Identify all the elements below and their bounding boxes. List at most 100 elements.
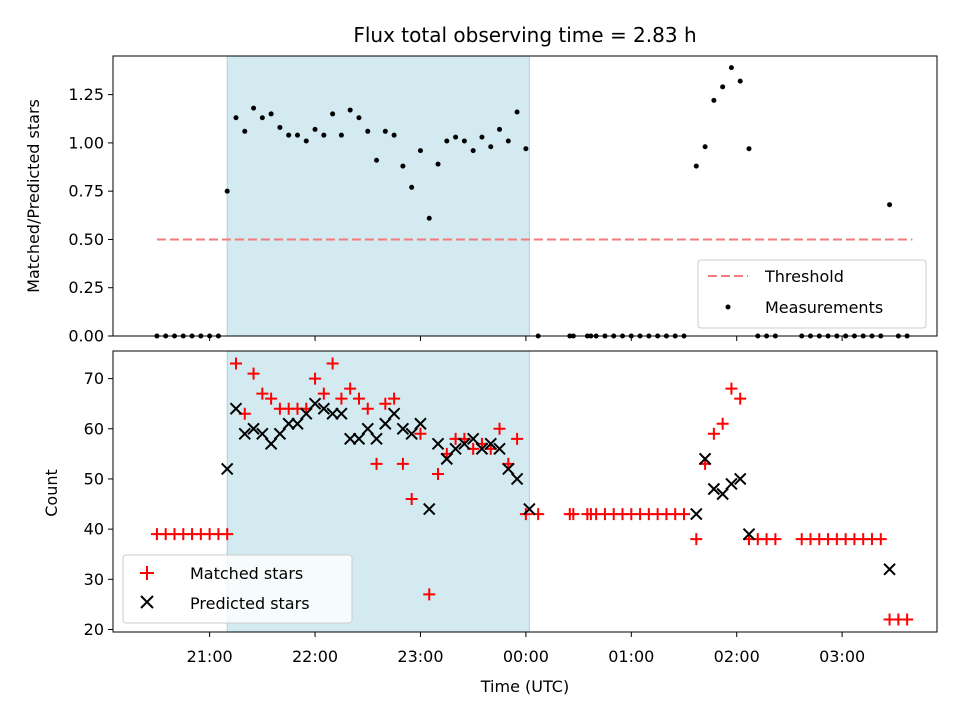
top-ytick-label: 0.75 [68, 182, 104, 201]
matched-star-point [317, 387, 330, 400]
matched-star-point [265, 392, 278, 405]
bottom-ytick-label: 20 [84, 620, 104, 639]
legend-predicted-swatch [140, 595, 154, 609]
matched-star-point [396, 457, 409, 470]
measurement-point [347, 107, 353, 113]
measurement-point [693, 163, 699, 169]
matched-star-point [405, 493, 418, 506]
top-ytick-label: 1.00 [68, 133, 104, 152]
measurement-point [391, 132, 397, 138]
bottom-xtick-label: 22:00 [292, 647, 338, 666]
predicted-star-point [282, 417, 295, 430]
measurement-point [409, 184, 415, 190]
bottom-legend: Matched stars Predicted stars [122, 554, 353, 624]
measurement-point [505, 138, 511, 144]
measurement-point [453, 134, 459, 140]
bottom-legend-box [122, 554, 353, 624]
matched-star-point [769, 533, 782, 546]
count-points [150, 357, 914, 626]
bottom-xtick-label: 02:00 [714, 647, 760, 666]
measurement-point [746, 146, 752, 152]
predicted-star-point [423, 502, 436, 516]
measurement-point [479, 134, 485, 140]
measurement-point [224, 188, 230, 194]
predicted-star-point [698, 452, 712, 466]
predicted-star-point [300, 407, 313, 420]
measurement-point [330, 111, 336, 117]
legend-threshold-label: Threshold [764, 267, 844, 286]
legend-matched-label: Matched stars [190, 564, 303, 583]
matched-star-point [901, 613, 914, 626]
measurement-point [374, 157, 380, 163]
measurement-point [259, 115, 265, 121]
bottom-ytick-label: 30 [84, 570, 104, 589]
measurement-point [728, 65, 734, 71]
measurement-point [417, 148, 423, 154]
predicted-star-point [379, 417, 392, 430]
measurement-point [268, 111, 274, 117]
top-y-ticks: 0.00 0.25 0.50 0.75 1.00 1.25 [68, 85, 113, 346]
matched-star-point [493, 422, 506, 435]
matched-star-point [388, 392, 401, 405]
predicted-star-point [493, 442, 506, 456]
matched-star-point [734, 392, 747, 405]
predicted-star-point [449, 442, 462, 456]
matched-star-point [511, 432, 524, 445]
matched-star-point [221, 528, 234, 541]
chart-title: Flux total observing time = 2.83 h [353, 23, 696, 47]
measurement-point [382, 128, 388, 134]
top-legend-box [697, 259, 927, 329]
predicted-star-point [335, 407, 348, 420]
legend-matched-swatch [140, 566, 154, 580]
measurement-point [711, 97, 717, 103]
measurement-point [242, 128, 248, 134]
predicted-star-point [484, 437, 497, 451]
predicted-star-point [370, 432, 383, 446]
predicted-star-point [707, 482, 721, 496]
matched-star-point [432, 467, 445, 480]
predicted-star-point [440, 452, 454, 466]
matched-star-point [707, 427, 720, 440]
matched-star-point [370, 457, 383, 470]
matched-star-point [352, 392, 365, 405]
top-ytick-label: 1.25 [68, 85, 104, 104]
bottom-ytick-label: 60 [84, 419, 104, 438]
x-axis-label: Time (UTC) [480, 677, 569, 696]
legend-measurements-label: Measurements [765, 298, 883, 317]
legend-measurements-swatch [725, 304, 731, 310]
measurement-point [356, 115, 362, 121]
matched-star-point [414, 427, 427, 440]
measurement-point [321, 132, 327, 138]
top-axes-frame [112, 55, 938, 337]
measurement-point [470, 148, 476, 154]
matched-star-point [229, 357, 242, 370]
matched-star-point [690, 533, 703, 546]
predicted-star-point [466, 432, 480, 446]
bottom-x-ticks: 21:00 22:00 23:00 00:00 01:00 02:00 03:00 [187, 632, 865, 666]
measurement-point [303, 138, 309, 144]
predicted-star-point [326, 407, 339, 420]
top-y-axis-label: Matched/Predicted stars [24, 99, 43, 293]
predicted-star-point [238, 427, 251, 441]
predicted-star-point [734, 472, 747, 486]
matched-star-point [361, 402, 374, 415]
predicted-star-point [742, 527, 756, 541]
predicted-star-point [690, 507, 703, 521]
bottom-axes-frame [112, 350, 938, 633]
measurement-point [720, 84, 726, 90]
top-ytick-label: 0.00 [68, 327, 104, 346]
predicted-star-point [405, 427, 418, 441]
measurement-point [523, 146, 529, 152]
bottom-xtick-label: 01:00 [608, 647, 654, 666]
bottom-ytick-label: 40 [84, 520, 104, 539]
measurement-point [461, 138, 467, 144]
matched-star-point [344, 382, 357, 395]
matched-star-point [335, 392, 348, 405]
predicted-star-point [431, 437, 445, 451]
measurement-point [286, 132, 292, 138]
bottom-xtick-label: 00:00 [503, 647, 549, 666]
bottom-y-axis-label: Count [42, 469, 61, 517]
predicted-star-point [317, 402, 331, 415]
predicted-star-point [352, 432, 366, 446]
